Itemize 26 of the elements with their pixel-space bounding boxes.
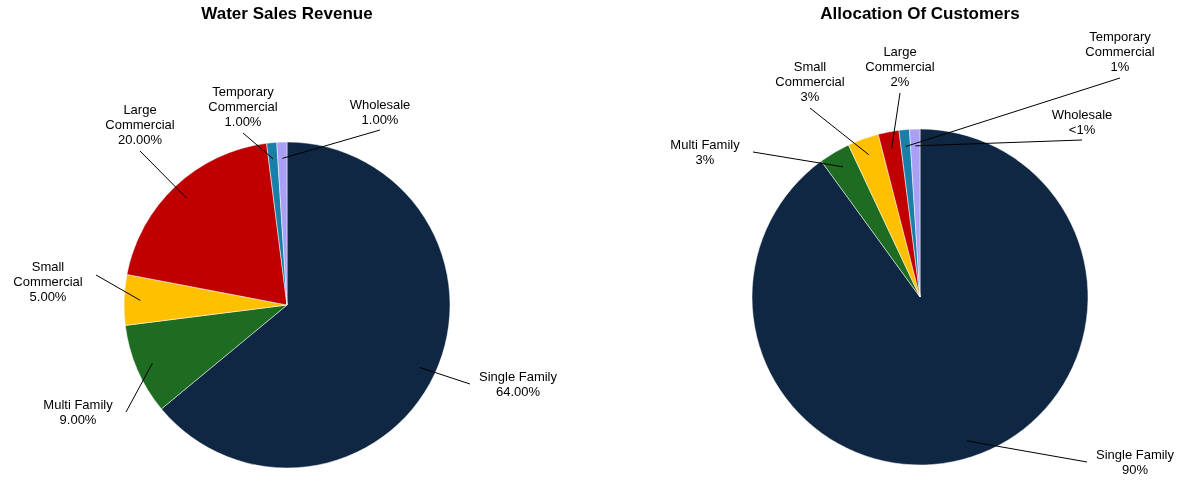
data-label: 1.00%: [224, 114, 262, 129]
slice-label: Single Family: [1095, 446, 1175, 462]
slice-label: Multi Family: [43, 396, 114, 412]
slice-label: Large Commercial: [865, 44, 935, 74]
slice-label: Single Family: [478, 368, 558, 384]
data-label: 20.00%: [117, 132, 163, 147]
data-label: 3%: [800, 89, 820, 104]
data-label: 1.00%: [361, 111, 399, 127]
slice-label: Multi Family: [670, 136, 741, 152]
slice-label: Temporary Commercial: [208, 84, 278, 114]
data-label: 90%: [1121, 461, 1149, 477]
data-label: 2%: [890, 74, 910, 89]
data-label: 3%: [695, 151, 715, 167]
slice-label: Small Commercial: [775, 59, 845, 89]
slice-label: Temporary Commercial: [1085, 29, 1155, 59]
slice-label: Large Commercial: [105, 102, 175, 132]
slice-label: Wholesale: [1051, 106, 1113, 122]
data-label: 9.00%: [59, 411, 97, 427]
slice-label: Small Commercial: [13, 259, 83, 289]
data-label: <1%: [1068, 121, 1096, 137]
data-label: 1%: [1110, 59, 1130, 74]
data-label: 5.00%: [29, 289, 67, 304]
slice-label: Wholesale: [349, 96, 411, 112]
data-label: 64.00%: [495, 383, 541, 399]
chart-title: Water Sales Revenue: [201, 4, 373, 23]
chart-title: Allocation Of Customers: [820, 4, 1020, 23]
